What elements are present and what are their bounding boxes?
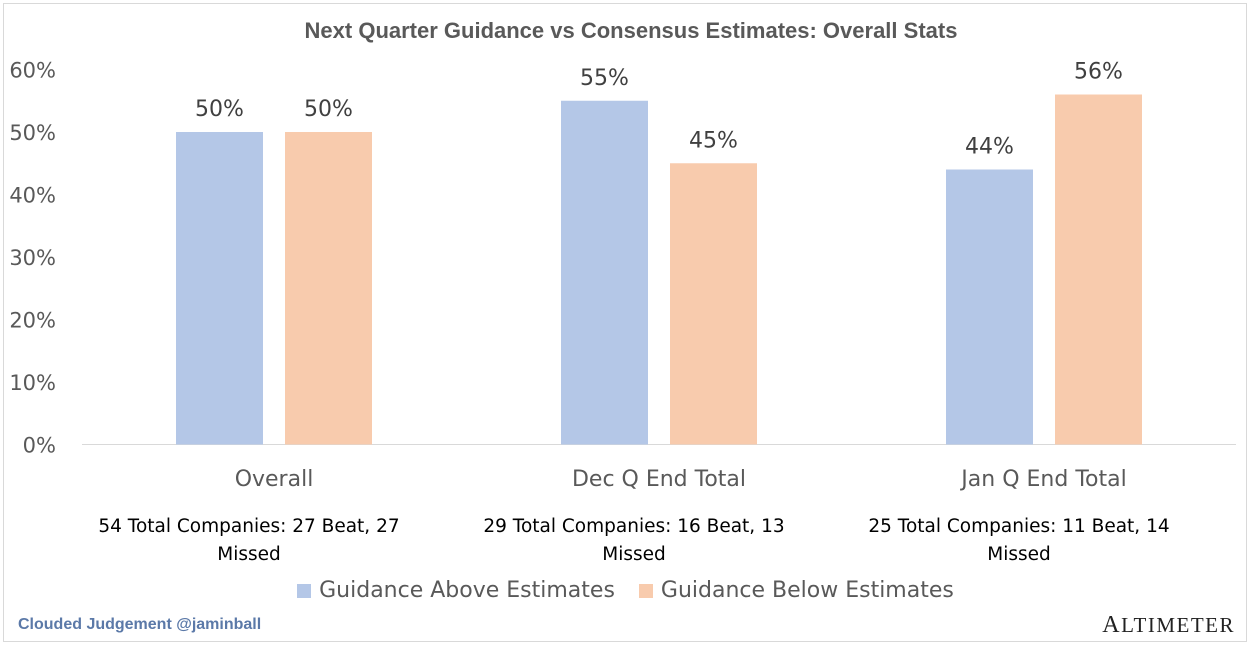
legend-label-below: Guidance Below Estimates <box>660 578 954 603</box>
y-tick-label: 10% <box>9 371 56 395</box>
legend-swatch-below <box>638 583 653 598</box>
y-tick-label: 50% <box>9 121 56 145</box>
data-label: 50% <box>304 97 353 122</box>
y-tick-label: 0% <box>23 434 56 458</box>
category-note-line: 25 Total Companies: 11 Beat, 14 <box>868 516 1170 537</box>
bar-above-2 <box>946 169 1033 445</box>
y-tick-label: 40% <box>9 184 56 208</box>
data-label: 44% <box>965 135 1014 160</box>
category-note-line: Missed <box>217 544 281 565</box>
bar-below-1 <box>670 163 757 445</box>
altimeter-logo-initial: A <box>1102 612 1122 638</box>
bar-below-2 <box>1055 94 1142 445</box>
altimeter-logo: ALTIMETER <box>1102 612 1235 639</box>
category-note-line: Missed <box>987 544 1051 565</box>
data-labels-group: 50% 50% 55% 45% 44% 56% <box>195 60 1123 160</box>
data-label: 45% <box>689 128 738 153</box>
data-label: 55% <box>580 66 629 91</box>
altimeter-logo-rest: LTIMETER <box>1121 613 1235 637</box>
category-note-line: 29 Total Companies: 16 Beat, 13 <box>483 516 785 537</box>
category-label: Jan Q End Total <box>961 467 1127 492</box>
y-tick-label: 60% <box>9 59 56 83</box>
bar-above-0 <box>176 132 263 445</box>
legend-swatch-above <box>297 583 312 598</box>
legend: Guidance Above Estimates Guidance Below … <box>0 578 1251 603</box>
y-tick-label: 20% <box>9 309 56 333</box>
category-label: Dec Q End Total <box>571 467 747 492</box>
legend-item-above: Guidance Above Estimates <box>297 578 615 603</box>
footer-credit: Clouded Judgement @jaminball <box>18 616 262 633</box>
legend-label-above: Guidance Above Estimates <box>319 578 615 603</box>
data-label: 56% <box>1074 60 1123 85</box>
chart-title: Next Quarter Guidance vs Consensus Estim… <box>304 18 958 43</box>
category-note: 54 Total Companies: 27 Beat, 27 Missed <box>79 513 419 569</box>
bars-group <box>176 94 1142 445</box>
category-note: 25 Total Companies: 11 Beat, 14 Missed <box>849 513 1189 569</box>
legend-item-below: Guidance Below Estimates <box>638 578 954 603</box>
data-label: 50% <box>195 97 244 122</box>
category-note-line: 54 Total Companies: 27 Beat, 27 <box>98 516 400 537</box>
category-label: Overall <box>234 467 314 492</box>
y-tick-label: 30% <box>9 246 56 270</box>
category-note: 29 Total Companies: 16 Beat, 13 Missed <box>464 513 804 569</box>
bar-below-0 <box>285 132 372 445</box>
bar-above-1 <box>561 100 648 445</box>
y-axis-ticks: 0% 10% 20% 30% 40% 50% 60% <box>9 59 56 458</box>
category-note-line: Missed <box>602 544 666 565</box>
